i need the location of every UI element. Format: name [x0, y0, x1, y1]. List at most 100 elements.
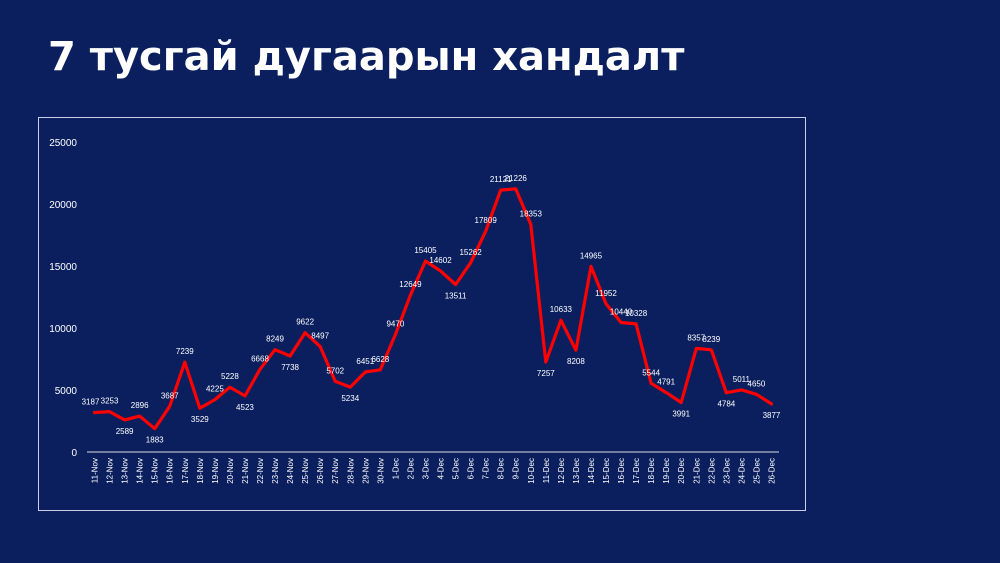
- data-label-16: 5702: [326, 366, 344, 375]
- data-label-7: 3529: [191, 415, 209, 424]
- data-label-17: 5234: [341, 394, 359, 403]
- data-label-22: 15405: [414, 246, 437, 255]
- y-tick-label-4: 20000: [49, 200, 77, 211]
- data-label-23: 14602: [429, 256, 452, 265]
- data-label-32: 8208: [567, 357, 585, 366]
- x-tick-label-36: 17-Dec: [632, 458, 641, 484]
- x-axis: 11-Nov 12-Nov 13-Nov 14-Nov 15-Nov 16-Nov 17-N…: [87, 451, 779, 484]
- data-label-11: 6668: [251, 354, 269, 363]
- y-axis: 0 5000 10000 15000 20000 25000: [49, 138, 77, 459]
- x-tick-label-28: 9-Dec: [512, 458, 521, 479]
- data-label-19: 6628: [371, 355, 389, 364]
- data-label-36: 10328: [625, 309, 648, 318]
- x-tick-label-43: 24-Dec: [737, 458, 746, 484]
- x-tick-label-13: 24-Nov: [286, 458, 295, 484]
- data-label-33: 14965: [580, 251, 603, 260]
- data-label-38: 4791: [657, 378, 675, 387]
- x-tick-label-30: 11-Dec: [542, 458, 551, 483]
- x-tick-label-14: 25-Nov: [301, 458, 310, 484]
- x-tick-label-8: 19-Nov: [211, 458, 220, 484]
- data-label-20: 9470: [386, 320, 404, 329]
- data-label-40: 8357: [687, 333, 705, 342]
- x-tick-label-29: 10-Dec: [527, 458, 536, 484]
- data-label-15: 8497: [311, 332, 329, 341]
- x-tick-label-2: 13-Nov: [121, 458, 130, 484]
- x-tick-label-40: 21-Dec: [692, 458, 701, 484]
- x-tick-label-19: 30-Nov: [376, 458, 385, 484]
- x-tick-label-15: 26-Nov: [316, 458, 325, 484]
- data-label-4: 1883: [146, 436, 164, 445]
- x-tick-label-11: 22-Nov: [256, 458, 265, 484]
- x-tick-label-21: 2-Dec: [406, 458, 415, 479]
- data-label-10: 4523: [236, 403, 254, 412]
- y-tick-label-5: 25000: [49, 138, 77, 149]
- x-tick-label-9: 20-Nov: [226, 458, 235, 484]
- data-labels: 3187 3253 2589 2896 1883 3687 7239 3529 4225 5228…: [82, 174, 781, 445]
- x-tick-label-41: 22-Dec: [707, 458, 716, 484]
- data-label-34: 11952: [595, 289, 617, 298]
- x-tick-label-5: 16-Nov: [166, 458, 175, 484]
- data-label-13: 7738: [281, 363, 299, 372]
- x-tick-label-33: 14-Dec: [587, 458, 596, 484]
- x-tick-label-18: 29-Nov: [361, 458, 370, 484]
- data-label-28: 21226: [505, 174, 528, 183]
- x-tick-label-6: 17-Nov: [181, 458, 190, 484]
- data-label-21: 12649: [399, 280, 422, 289]
- data-label-2: 2589: [116, 427, 134, 436]
- x-tick-label-7: 18-Nov: [196, 458, 205, 484]
- data-label-18: 6451: [356, 357, 374, 366]
- chart-area: 0 5000 10000 15000 20000 25000 11-Nov 12-Nov 13…: [38, 117, 806, 511]
- x-tick-label-3: 14-Nov: [136, 458, 145, 484]
- x-tick-label-37: 18-Dec: [647, 458, 656, 484]
- data-label-30: 7257: [537, 369, 555, 378]
- data-label-25: 15262: [459, 248, 482, 257]
- data-label-39: 3991: [672, 410, 690, 419]
- data-label-0: 3187: [82, 397, 100, 406]
- data-label-24: 13511: [445, 291, 467, 300]
- x-tick-label-31: 12-Dec: [557, 458, 566, 484]
- data-label-1: 3253: [101, 397, 119, 406]
- data-label-8: 4225: [206, 385, 224, 394]
- data-label-37: 5544: [642, 368, 660, 377]
- data-label-14: 9622: [296, 318, 314, 327]
- x-tick-label-44: 25-Dec: [752, 458, 761, 484]
- data-label-27: 21121: [490, 175, 512, 184]
- data-label-5: 3687: [161, 391, 179, 400]
- x-tick-label-26: 7-Dec: [482, 458, 491, 479]
- x-tick-label-34: 15-Dec: [602, 458, 611, 484]
- data-label-9: 5228: [221, 372, 239, 381]
- series: [92, 187, 774, 431]
- x-tick-label-17: 28-Nov: [346, 458, 355, 484]
- data-label-26: 17809: [475, 216, 498, 225]
- x-tick-label-25: 6-Dec: [467, 458, 476, 479]
- data-label-3: 2896: [131, 401, 149, 410]
- x-tick-label-23: 4-Dec: [437, 458, 446, 479]
- x-tick-label-12: 23-Nov: [271, 458, 280, 484]
- data-label-35: 10440: [610, 308, 633, 317]
- x-tick-label-16: 27-Nov: [331, 458, 340, 484]
- x-tick-label-45: 26-Dec: [767, 458, 776, 484]
- x-tick-label-0: 11-Nov: [91, 458, 100, 483]
- x-tick-label-24: 5-Dec: [452, 458, 461, 479]
- x-tick-label-39: 20-Dec: [677, 458, 686, 484]
- data-label-12: 8249: [266, 335, 284, 344]
- x-tick-label-1: 12-Nov: [106, 458, 115, 484]
- x-tick-label-10: 21-Nov: [241, 458, 250, 484]
- x-tick-label-35: 16-Dec: [617, 458, 626, 484]
- data-label-41: 8239: [702, 335, 720, 344]
- data-label-44: 4650: [748, 379, 766, 388]
- x-tick-label-22: 3-Dec: [421, 458, 430, 479]
- x-tick-label-32: 13-Dec: [572, 458, 581, 484]
- y-tick-label-2: 10000: [49, 324, 77, 335]
- x-tick-label-27: 8-Dec: [497, 458, 506, 479]
- y-tick-label-0: 0: [71, 448, 77, 459]
- data-label-6: 7239: [176, 347, 194, 356]
- x-tick-label-4: 15-Nov: [151, 458, 160, 484]
- x-tick-label-38: 19-Dec: [662, 458, 671, 484]
- x-tick-label-42: 23-Dec: [722, 458, 731, 484]
- y-tick-label-3: 15000: [49, 262, 77, 273]
- data-label-43: 5011: [733, 375, 751, 384]
- data-label-45: 3877: [763, 411, 781, 420]
- x-tick-label-20: 1-Dec: [391, 458, 400, 479]
- data-label-29: 18353: [520, 209, 543, 218]
